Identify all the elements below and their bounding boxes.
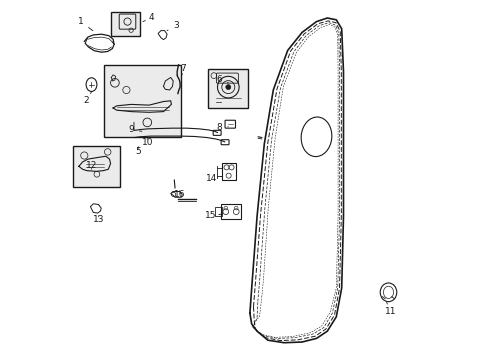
Circle shape: [225, 85, 230, 90]
Text: 7: 7: [177, 64, 186, 76]
FancyBboxPatch shape: [73, 146, 120, 187]
Polygon shape: [90, 204, 101, 213]
Text: 2: 2: [83, 92, 91, 105]
FancyBboxPatch shape: [104, 65, 181, 137]
Text: 3: 3: [167, 21, 179, 31]
Text: 6: 6: [216, 75, 228, 84]
Text: 11: 11: [384, 302, 395, 316]
Text: 10: 10: [141, 138, 153, 147]
Polygon shape: [170, 192, 182, 197]
Polygon shape: [158, 31, 167, 40]
Text: 12: 12: [85, 161, 97, 170]
Text: 14: 14: [206, 174, 222, 183]
Text: 5: 5: [135, 147, 141, 156]
FancyBboxPatch shape: [208, 69, 247, 108]
Text: 8: 8: [216, 123, 228, 132]
Text: 1: 1: [78, 17, 93, 31]
Text: 15: 15: [204, 211, 221, 220]
FancyBboxPatch shape: [111, 12, 140, 36]
Text: 16: 16: [174, 190, 185, 199]
Text: 9: 9: [128, 125, 142, 134]
Text: 4: 4: [142, 13, 153, 22]
Text: 13: 13: [93, 215, 104, 224]
